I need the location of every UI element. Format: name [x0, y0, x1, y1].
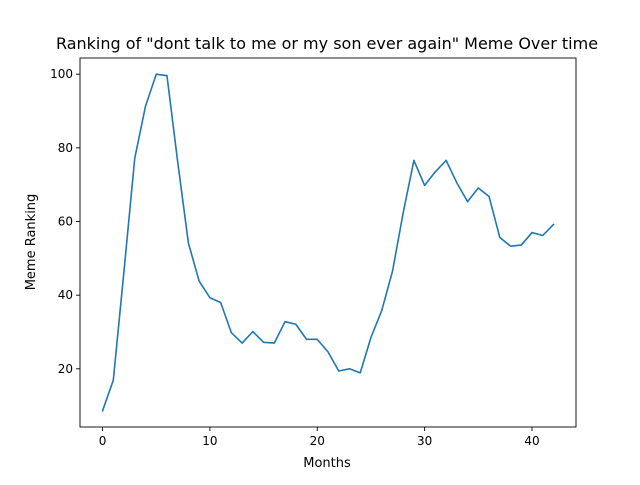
y-axis: 20 40 60 80 100 [50, 67, 80, 376]
x-tick-label: 0 [99, 434, 107, 448]
y-tick-label: 60 [58, 215, 73, 229]
y-tick-label: 80 [58, 141, 73, 155]
y-tick-label: 20 [58, 362, 73, 376]
chart-title: Ranking of "dont talk to me or my son ev… [56, 34, 598, 53]
plot-frame [79, 57, 577, 428]
x-axis-label: Months [303, 456, 351, 471]
x-tick-label: 30 [417, 434, 432, 448]
series-line-0 [101, 73, 555, 412]
y-axis-label: Meme Ranking [24, 194, 39, 291]
x-tick-label: 20 [310, 434, 325, 448]
x-tick-label: 10 [202, 434, 217, 448]
y-tick-label: 40 [58, 288, 73, 302]
y-tick-label: 100 [50, 67, 73, 81]
x-tick-label: 40 [524, 434, 539, 448]
plot-area [79, 57, 577, 428]
x-axis: 0 10 20 30 40 [99, 427, 540, 448]
